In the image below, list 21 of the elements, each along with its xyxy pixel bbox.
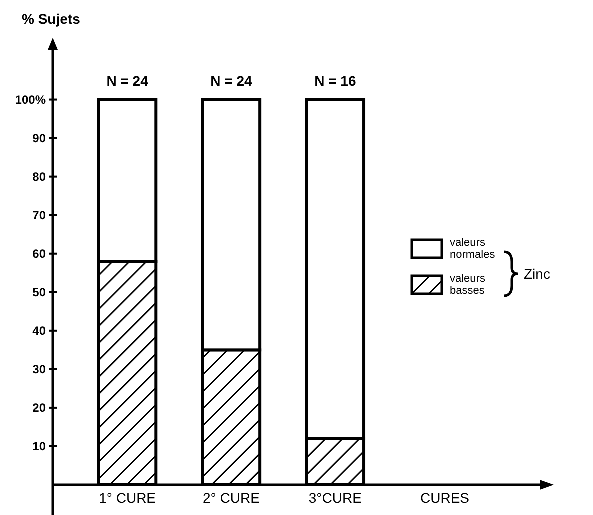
legend-label: valeurs basses [450,273,486,297]
y-tick-label: 50 [32,286,46,300]
annotation: N = 24 [210,72,253,89]
y-tick-label: 10 [32,440,46,454]
annotation: N = 24 [106,72,149,89]
y-tick-label: 20 [32,401,46,416]
x-axis-title: CURES [420,490,470,506]
y-tick-label: 60 [32,247,46,262]
x-tick-label: 1° CURE [99,490,156,506]
x-tick-label: 3°CURE [308,490,362,506]
y-tick-label: 70 [32,208,46,223]
y-tick-label: 90 [32,132,46,146]
y-tick-label: 100% [15,92,46,107]
legend-title: Zinc [524,266,550,282]
y-tick-label: 40 [32,324,46,338]
x-tick-label: 2° CURE [203,490,260,506]
y-tick-label: 80 [32,170,46,184]
annotation: N = 16 [314,72,356,89]
y-tick-label: 30 [32,362,46,377]
y-axis-title: % Sujets [22,11,81,27]
legend-label: valeurs normales [450,237,496,261]
